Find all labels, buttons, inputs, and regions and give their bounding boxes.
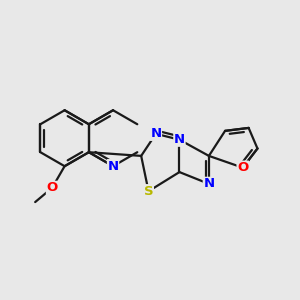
Text: S: S xyxy=(144,185,153,198)
Text: O: O xyxy=(46,182,58,194)
Text: O: O xyxy=(237,161,248,174)
Text: N: N xyxy=(203,177,214,190)
Text: N: N xyxy=(150,127,161,140)
Text: N: N xyxy=(107,160,118,173)
Text: N: N xyxy=(174,133,185,146)
